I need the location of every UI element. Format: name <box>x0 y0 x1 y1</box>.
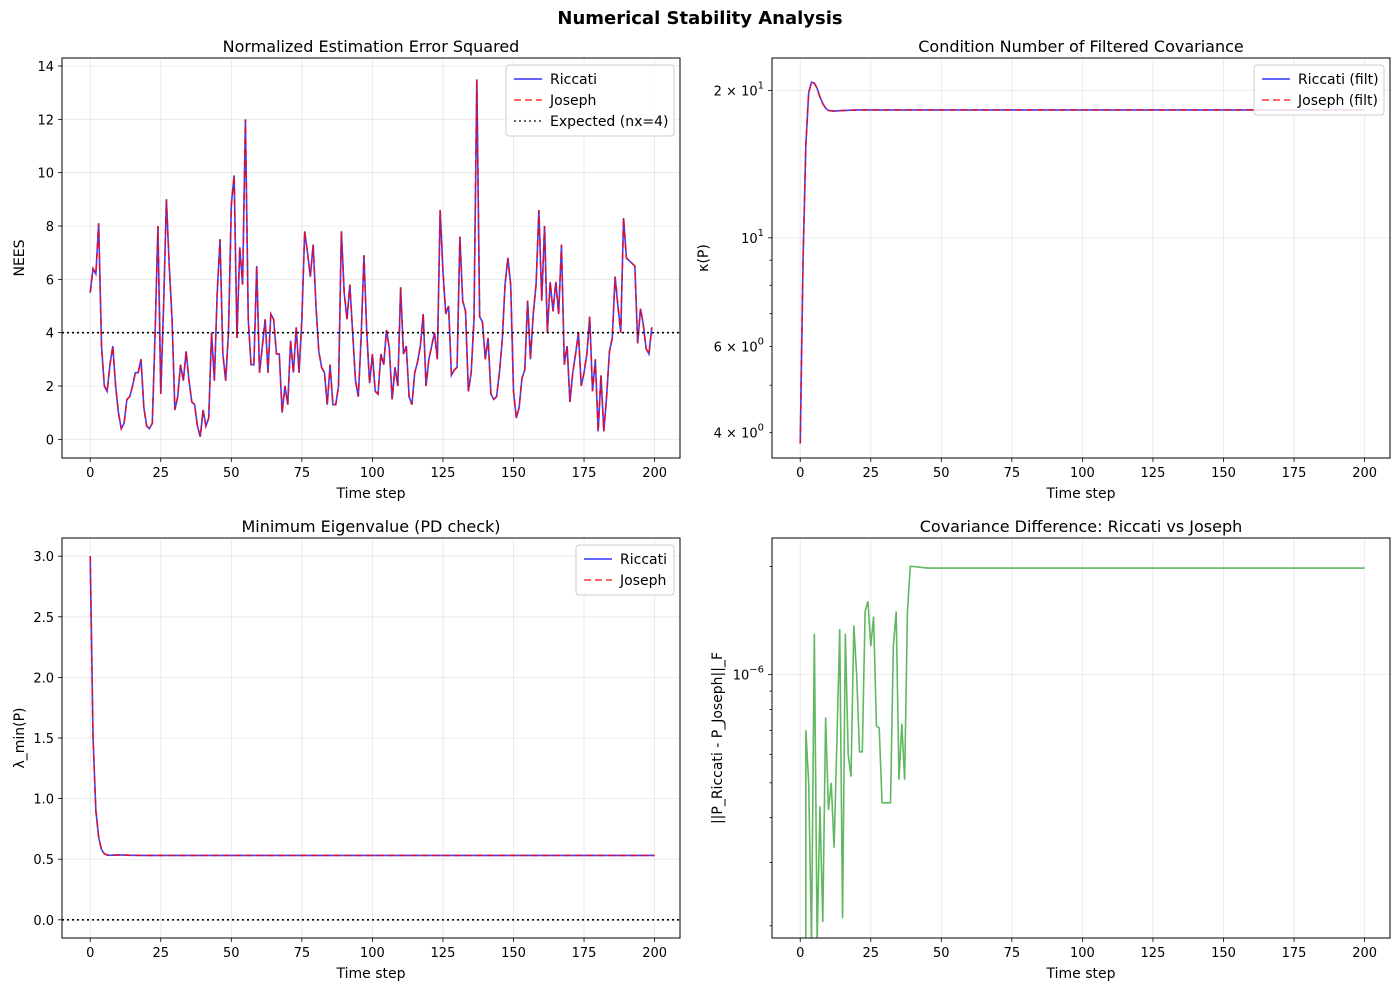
x-tick-label: 75 <box>294 946 311 961</box>
x-tick-label: 175 <box>572 466 597 481</box>
x-tick-label: 0 <box>86 946 94 961</box>
legend-label: Riccati <box>550 72 597 88</box>
y-axis-label: λ_min(P) <box>12 707 28 768</box>
x-tick-label: 200 <box>642 946 667 961</box>
legend-box <box>1253 64 1385 116</box>
y-tick-label: 8 <box>46 220 54 235</box>
x-tick-label: 125 <box>1141 466 1166 481</box>
plot-frame <box>61 537 681 939</box>
x-tick-label: 100 <box>360 466 385 481</box>
chart-condition-number: Condition Number of Filtered Covariance 0… <box>696 37 1391 502</box>
y-tick-label: 0.5 <box>33 853 54 868</box>
x-axis-label: Time step <box>336 966 406 982</box>
x-tick-label: 0 <box>796 466 804 481</box>
x-tick-label: 200 <box>1352 466 1377 481</box>
plot-frame <box>771 57 1391 459</box>
y-tick-label: 0 <box>46 433 54 448</box>
x-tick-label: 175 <box>1282 946 1307 961</box>
x-tick-label: 50 <box>933 946 950 961</box>
chart-nees: Normalized Estimation Error Squared 0 25 50… <box>12 37 681 502</box>
legend: Riccati Joseph <box>575 544 675 596</box>
chart-title: Normalized Estimation Error Squared <box>223 37 520 56</box>
y-tick-label: 2 × 101 <box>714 80 764 99</box>
y-tick-label: 10 <box>37 167 54 182</box>
plot-frame <box>771 537 1391 939</box>
legend-label: Expected (nx=4) <box>550 114 669 130</box>
legend-box <box>575 544 675 596</box>
y-tick-label: 6 × 100 <box>714 336 764 355</box>
x-tick-label: 100 <box>360 946 385 961</box>
x-axis-label: Time step <box>1046 486 1116 502</box>
y-tick-label: 2 <box>46 380 54 395</box>
y-tick-label: 3.0 <box>33 550 54 565</box>
x-tick-label: 50 <box>223 466 240 481</box>
x-tick-label: 25 <box>862 946 879 961</box>
y-tick-label: 4 <box>46 327 54 342</box>
x-tick-label: 75 <box>1004 466 1021 481</box>
y-axis-label: NEES <box>12 239 28 276</box>
y-tick-label: 1.0 <box>33 793 54 808</box>
x-axis-label: Time step <box>1046 966 1116 982</box>
x-tick-label: 25 <box>152 466 169 481</box>
legend-label: Riccati <box>620 552 667 568</box>
figure-title: Numerical Stability Analysis <box>557 8 842 29</box>
x-tick-label: 25 <box>152 946 169 961</box>
chart-covariance-difference: Covariance Difference: Riccati vs Joseph… <box>710 517 1391 982</box>
x-tick-label: 125 <box>1141 946 1166 961</box>
x-tick-label: 150 <box>501 946 526 961</box>
legend-label: Joseph <box>549 93 596 109</box>
chart-min-eigenvalue: Minimum Eigenvalue (PD check) 0 25 50 75 100 1… <box>12 517 681 982</box>
x-tick-label: 150 <box>501 466 526 481</box>
legend-label: Joseph <box>619 573 666 589</box>
x-tick-label: 175 <box>1282 466 1307 481</box>
legend: Riccati (filt) Joseph (filt) <box>1253 64 1385 116</box>
x-tick-label: 100 <box>1070 946 1095 961</box>
x-tick-label: 75 <box>1004 946 1021 961</box>
y-tick-label: 101 <box>741 228 764 247</box>
y-tick-label: 1.5 <box>33 732 54 747</box>
x-tick-label: 50 <box>933 466 950 481</box>
x-tick-label: 75 <box>294 466 311 481</box>
y-axis-label: ||P_Riccati - P_Joseph||_F <box>710 652 726 824</box>
x-tick-label: 200 <box>1352 946 1377 961</box>
x-tick-label: 175 <box>572 946 597 961</box>
x-tick-label: 0 <box>86 466 94 481</box>
legend-label: Riccati (filt) <box>1298 72 1379 88</box>
x-tick-label: 125 <box>431 466 456 481</box>
y-tick-label: 2.5 <box>33 611 54 626</box>
plot-frame <box>61 57 681 459</box>
legend-box <box>505 64 675 137</box>
x-tick-label: 50 <box>223 946 240 961</box>
x-tick-label: 150 <box>1211 946 1236 961</box>
x-axis-label: Time step <box>336 486 406 502</box>
x-tick-label: 25 <box>862 466 879 481</box>
x-tick-label: 200 <box>642 466 667 481</box>
y-tick-label: 6 <box>46 273 54 288</box>
series-line-joseph <box>89 79 653 437</box>
legend: Riccati Joseph Expected (nx=4) <box>505 64 675 137</box>
x-tick-label: 150 <box>1211 466 1236 481</box>
chart-title: Condition Number of Filtered Covariance <box>918 37 1244 56</box>
x-tick-label: 0 <box>796 946 804 961</box>
y-tick-label: 10−6 <box>733 665 764 684</box>
y-tick-label: 4 × 100 <box>714 423 764 442</box>
chart-title: Minimum Eigenvalue (PD check) <box>241 517 500 536</box>
x-tick-label: 125 <box>431 946 456 961</box>
x-tick-label: 100 <box>1070 466 1095 481</box>
y-tick-label: 0.0 <box>33 914 54 929</box>
y-tick-label: 2.0 <box>33 671 54 686</box>
series-line-joseph-filt <box>799 81 1365 444</box>
y-tick-label: 14 <box>37 60 54 75</box>
chart-title: Covariance Difference: Riccati vs Joseph <box>920 517 1243 536</box>
y-axis-label: κ(P) <box>696 244 712 272</box>
series-line-joseph <box>89 556 655 857</box>
y-tick-label: 12 <box>37 113 54 128</box>
series-line-diff <box>805 565 1365 938</box>
legend-label: Joseph (filt) <box>1297 93 1378 109</box>
